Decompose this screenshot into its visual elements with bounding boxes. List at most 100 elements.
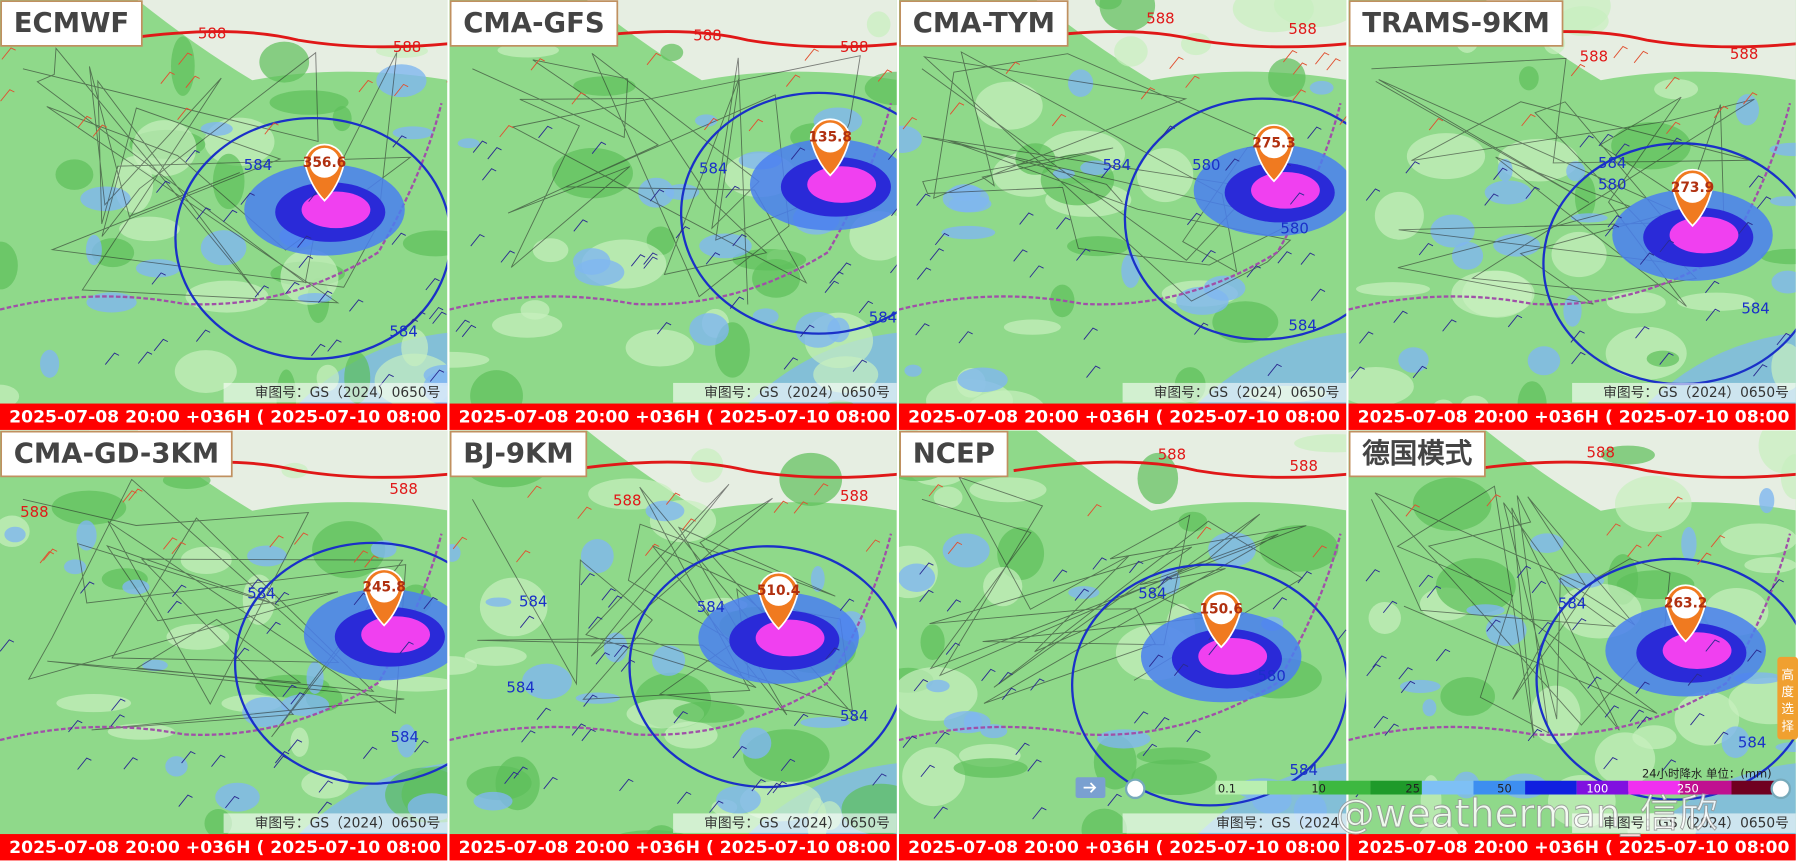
rain-light bbox=[689, 313, 729, 346]
wind-barb bbox=[153, 338, 169, 352]
rain-light bbox=[943, 711, 991, 734]
wind-barb bbox=[865, 539, 881, 552]
terrain-patch bbox=[1614, 475, 1692, 532]
wind-barb bbox=[958, 331, 973, 344]
legend-handle-left[interactable] bbox=[1124, 778, 1146, 800]
contour-label: 588 bbox=[840, 487, 868, 505]
terrain-patch bbox=[953, 758, 1028, 778]
wind-barb bbox=[1107, 793, 1122, 807]
wind-barb bbox=[423, 596, 438, 610]
wind-barb bbox=[1157, 576, 1173, 589]
wind-barb bbox=[580, 572, 595, 586]
rain-light bbox=[215, 782, 260, 812]
map: 588 588 584 584 356.6 审图号：GS（2024）0650号 bbox=[0, 0, 448, 430]
wind-barb bbox=[1572, 618, 1587, 631]
wind-barb bbox=[1373, 715, 1389, 729]
rain-light bbox=[1451, 241, 1484, 270]
wind-barb bbox=[298, 255, 313, 269]
terrain-patch bbox=[51, 490, 127, 525]
wind-barb bbox=[1312, 545, 1327, 558]
wind-barb bbox=[1521, 113, 1536, 127]
rain-light bbox=[580, 539, 614, 574]
wind-barb bbox=[673, 711, 688, 724]
wind-barb bbox=[1743, 92, 1758, 105]
wind-barb bbox=[181, 751, 196, 764]
approval-number: 审图号：GS（2024）0650号 bbox=[704, 385, 890, 401]
rain-light bbox=[165, 756, 188, 777]
terrain-patch bbox=[1518, 66, 1539, 91]
rain-light bbox=[1530, 533, 1564, 554]
wind-barb bbox=[785, 74, 801, 87]
wind-barb bbox=[919, 562, 934, 575]
max-value: 135.8 bbox=[808, 130, 852, 146]
terrain-patch bbox=[1497, 138, 1579, 182]
terrain-patch bbox=[1368, 601, 1401, 635]
wind-barb bbox=[1155, 717, 1170, 730]
wind-barb bbox=[403, 318, 418, 331]
wind-barb bbox=[274, 591, 290, 605]
legend-title: 24小时降水 单位：(mm) bbox=[1642, 766, 1772, 780]
terrain-patch bbox=[532, 238, 569, 263]
terrain-patch bbox=[1114, 36, 1148, 67]
wind-barb bbox=[1087, 504, 1102, 517]
wind-barb bbox=[516, 550, 531, 563]
wind-barb bbox=[318, 290, 333, 304]
rain-light bbox=[1771, 270, 1796, 294]
wind-barb bbox=[1587, 676, 1602, 689]
time-bar bbox=[899, 403, 1347, 430]
rain-light bbox=[1430, 214, 1475, 248]
approval-number: 审图号：GS（2024）0650号 bbox=[1603, 816, 1789, 832]
wind-barb bbox=[1350, 366, 1365, 379]
wind-barb bbox=[1326, 58, 1341, 71]
rain-light bbox=[899, 125, 922, 153]
terrain-patch bbox=[1760, 248, 1796, 265]
terrain-patch bbox=[1771, 343, 1796, 391]
terrain-patch bbox=[402, 230, 448, 257]
model-panel: 588 588 584 584 580 273.9 审图号：GS（2024）0650号 202… bbox=[1348, 0, 1798, 430]
legend-swatch bbox=[1628, 780, 1680, 795]
wind-barb bbox=[432, 311, 447, 324]
contour-label: 588 bbox=[1290, 457, 1318, 475]
wind-barb bbox=[1570, 330, 1585, 343]
legend-swatch bbox=[1679, 780, 1732, 795]
wind-barb bbox=[425, 277, 440, 291]
contour-label: 584 bbox=[869, 309, 897, 327]
max-marker-disc bbox=[1670, 588, 1701, 619]
terrain-patch bbox=[1412, 477, 1492, 531]
contour-label: 584 bbox=[1288, 317, 1316, 335]
wind-barb bbox=[1659, 352, 1674, 365]
terrain-patch bbox=[449, 351, 490, 368]
legend-tick-label: 25 bbox=[1405, 781, 1420, 795]
wind-barb bbox=[513, 766, 528, 779]
wind-barb bbox=[92, 124, 108, 137]
wind-barb bbox=[1428, 118, 1444, 131]
wind-barb bbox=[1493, 167, 1508, 180]
terrain-patch bbox=[1780, 454, 1796, 500]
wind-barb bbox=[1384, 723, 1399, 736]
wind-barb bbox=[1639, 252, 1655, 265]
wind-barb bbox=[225, 795, 240, 809]
wind-barb bbox=[349, 299, 364, 312]
model-title: CMA-GD-3KM bbox=[14, 438, 219, 470]
wind-barb bbox=[1400, 680, 1416, 694]
wind-barb bbox=[290, 692, 305, 705]
wind-barb bbox=[77, 115, 92, 129]
legend-handle-right[interactable] bbox=[1770, 778, 1792, 800]
wind-barb bbox=[1134, 711, 1149, 724]
terrain-patch bbox=[899, 667, 978, 721]
wind-barb bbox=[543, 776, 558, 790]
wind-barb bbox=[287, 739, 303, 752]
wind-barb bbox=[890, 264, 897, 274]
rain-light bbox=[1493, 233, 1541, 257]
forecast-time: 2025-07-08 20:00 +036H ( 2025-07-10 08:0… bbox=[9, 838, 455, 858]
wind-barb bbox=[43, 548, 58, 561]
height-select-bg[interactable] bbox=[1777, 656, 1798, 740]
rain-light bbox=[4, 526, 26, 543]
wind-barb bbox=[1668, 496, 1683, 509]
contour-label: 588 bbox=[20, 503, 48, 521]
wind-barb bbox=[620, 659, 636, 672]
contour-label: 588 bbox=[389, 480, 417, 498]
rain-light bbox=[1497, 158, 1513, 182]
